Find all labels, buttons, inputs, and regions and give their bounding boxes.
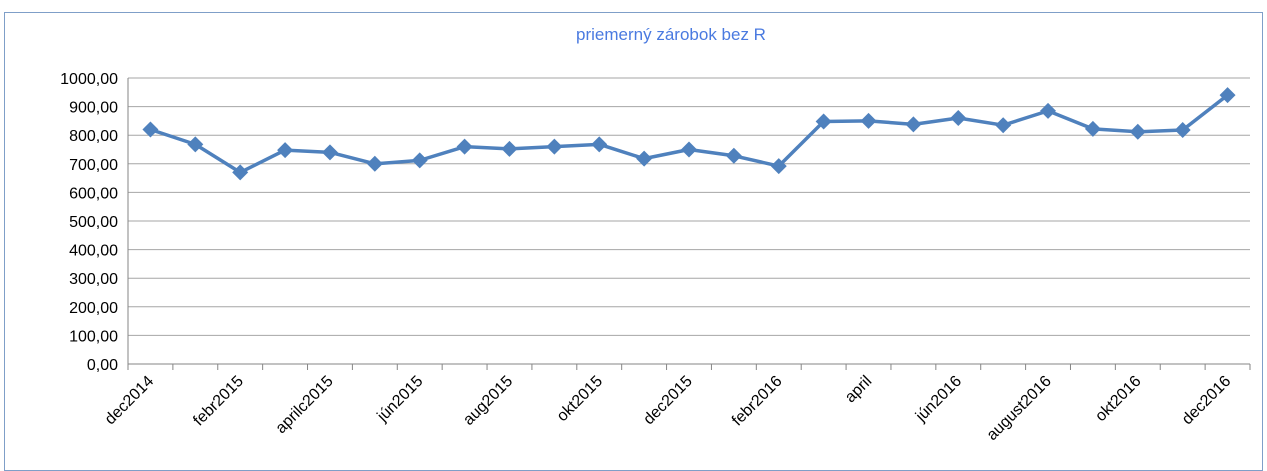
y-tick-label: 100,00	[69, 328, 118, 345]
data-point	[142, 121, 159, 138]
y-tick-label: 200,00	[69, 300, 118, 317]
y-tick-label: 700,00	[69, 157, 118, 174]
data-point	[546, 138, 563, 155]
data-point	[860, 112, 877, 129]
y-tick-label: 400,00	[69, 243, 118, 260]
y-tick-label: 800,00	[69, 128, 118, 145]
data-point	[1129, 123, 1146, 140]
y-tick-label: 900,00	[69, 100, 118, 117]
data-point	[591, 136, 608, 153]
chart-frame	[4, 12, 1263, 471]
data-point	[321, 144, 338, 161]
y-tick-label: 300,00	[69, 271, 118, 288]
y-tick-label: 0,00	[87, 357, 118, 374]
data-point	[725, 147, 742, 164]
y-tick-label: 1000,00	[60, 71, 118, 88]
y-tick-label: 500,00	[69, 214, 118, 231]
data-point	[366, 155, 383, 172]
data-point	[681, 141, 697, 158]
data-point	[187, 136, 204, 153]
data-point	[1219, 87, 1236, 104]
data-point	[456, 138, 473, 155]
chart-title: priemerný zárobok bez R	[576, 25, 766, 44]
data-point	[1040, 102, 1057, 119]
data-point	[636, 150, 653, 167]
data-point	[1174, 122, 1191, 139]
data-point	[232, 164, 249, 181]
data-point	[277, 142, 294, 159]
data-point	[770, 158, 787, 175]
data-point	[1084, 120, 1101, 137]
data-point	[501, 140, 518, 157]
data-point	[411, 152, 428, 169]
data-point	[950, 110, 967, 127]
data-point	[995, 117, 1012, 134]
y-tick-label: 600,00	[69, 185, 118, 202]
data-point	[815, 113, 832, 130]
data-point	[905, 116, 922, 133]
